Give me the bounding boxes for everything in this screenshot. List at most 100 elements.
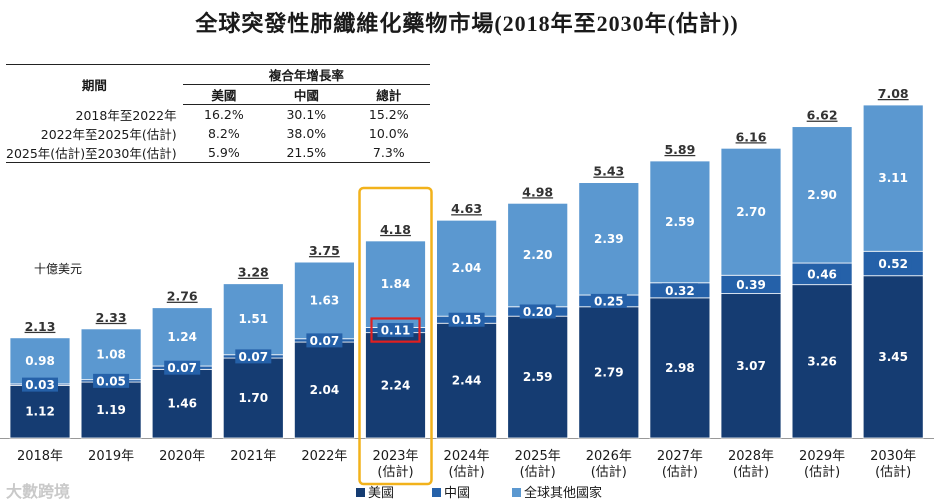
cagr-period: 2022年至2025年(估計): [40, 126, 177, 142]
col-header-us: 美國: [182, 84, 266, 105]
data-label-bg-china: [804, 266, 841, 281]
data-label-us: 1.70: [238, 391, 268, 405]
x-tick-label: 2025年: [515, 449, 561, 464]
cagr-table: 期間 複合年增長率 美國 中國 總計 2018年至2022年 16.2% 30.…: [6, 64, 430, 163]
data-label-total: 2.76: [167, 289, 198, 304]
x-tick-sublabel: (估計): [520, 464, 556, 480]
period-header: 期間: [6, 64, 183, 105]
data-label-china: 0.25: [594, 294, 624, 308]
x-tick-sublabel: (估計): [804, 464, 840, 480]
col-header-china: 中國: [265, 84, 348, 105]
cagr-period: 2025年(估計)至2030年(估計): [6, 142, 183, 163]
bar-segment: [578, 182, 640, 296]
data-label-bg-china: [661, 283, 698, 298]
x-tick-label: 2024年: [444, 449, 490, 464]
chart-title: 全球突發性肺纖維化藥物市場(2018年至2030年(估計)): [195, 11, 739, 36]
x-tick-label: 2026年: [586, 449, 632, 464]
data-label-us: 3.45: [878, 350, 908, 364]
data-label-rest-of-world: 0.98: [25, 354, 55, 368]
cagr-value-total: 15.2%: [368, 106, 409, 122]
legend-item-rest-of-world: 全球其他國家: [512, 482, 602, 501]
data-label-china: 0.11: [381, 324, 411, 338]
y-axis-unit-label: 十億美元: [34, 262, 83, 276]
data-label-bg-china: [93, 373, 130, 388]
data-label-bg-china: [733, 277, 769, 292]
highlight-box: [358, 186, 433, 486]
bar-segment: [151, 307, 213, 367]
legend-label-china: 中國: [444, 486, 471, 501]
x-tick-label: 2022年: [301, 449, 347, 464]
cagr-row: 2018年至2022年 16.2% 30.1% 15.2%: [6, 105, 430, 124]
cagr-row: 2025年(估計)至2030年(估計) 5.9% 21.5% 7.3%: [6, 142, 430, 163]
data-label-rest-of-world: 1.08: [96, 347, 126, 361]
data-label-rest-of-world: 1.84: [381, 277, 411, 291]
data-label-rest-of-world: 2.04: [452, 261, 482, 275]
x-tick-label: 2021年: [230, 449, 276, 464]
data-label-total: 4.18: [380, 222, 411, 237]
highlight-china-segment: [370, 317, 421, 343]
legend-label-us: 美國: [368, 486, 395, 501]
data-label-china: 0.07: [167, 361, 197, 375]
x-tick-label: 2029年: [799, 449, 845, 464]
legend-swatch-rest-of-world: [512, 488, 521, 497]
bar-segment: [436, 322, 498, 439]
data-label-china: 0.07: [238, 350, 268, 364]
data-label-rest-of-world: 2.39: [594, 232, 624, 246]
x-tick-label: 2028年: [728, 449, 774, 464]
data-label-us: 2.79: [594, 365, 624, 379]
x-tick-sublabel: (估計): [875, 464, 911, 480]
data-label-china: 0.46: [807, 267, 837, 281]
data-label-china: 0.20: [523, 305, 553, 319]
bar-segment: [649, 160, 711, 284]
col-header-total: 總計: [347, 84, 430, 105]
data-label-bg-china: [306, 333, 343, 348]
data-label-total: 2.13: [25, 319, 56, 334]
bar-segment: [791, 126, 853, 264]
x-tick-label: 2019年: [88, 449, 134, 464]
legend-swatch-china: [432, 488, 441, 497]
cagr-value-total: 7.3%: [347, 142, 430, 163]
data-label-china: 0.07: [310, 334, 340, 348]
legend-item-us: 美國: [356, 482, 394, 501]
bar-segment: [365, 240, 426, 328]
cagr-period: 2018年至2022年: [75, 107, 177, 123]
bar-segment: [9, 384, 71, 439]
x-tick-label: 2023年: [372, 449, 418, 464]
data-label-us: 1.19: [96, 403, 126, 417]
data-label-china: 0.05: [96, 374, 126, 388]
data-label-total: 6.62: [807, 108, 838, 123]
data-label-rest-of-world: 1.63: [310, 293, 340, 307]
cagr-value-us: 16.2%: [204, 106, 244, 122]
data-label-rest-of-world: 2.20: [523, 248, 553, 262]
data-label-china: 0.03: [25, 378, 55, 392]
data-label-china: 0.15: [452, 313, 482, 327]
bar-segment: [507, 202, 569, 308]
x-tick-sublabel: (估計): [733, 464, 769, 480]
data-label-us: 2.44: [452, 374, 482, 388]
data-label-china: 0.39: [736, 278, 766, 292]
bar-segment: [9, 337, 71, 385]
data-label-bg-china: [590, 293, 627, 308]
data-label-bg-china: [235, 349, 272, 364]
data-label-total: 5.89: [664, 142, 695, 157]
bar-segment: [507, 315, 569, 439]
data-label-total: 5.43: [593, 164, 624, 179]
cagr-value-us: 8.2%: [207, 125, 240, 141]
x-tick-label: 2030年: [870, 449, 916, 464]
data-label-rest-of-world: 2.90: [807, 188, 837, 202]
data-label-bg-china: [448, 312, 485, 327]
data-label-total: 2.33: [96, 310, 127, 325]
data-label-us: 2.04: [310, 383, 340, 397]
data-label-us: 1.46: [167, 397, 197, 411]
cagr-value-china: 38.0%: [286, 125, 327, 141]
data-label-rest-of-world: 1.51: [238, 312, 268, 326]
cagr-value-china: 21.5%: [265, 142, 348, 163]
bar-segment: [720, 147, 782, 276]
bar-segment: [720, 293, 782, 439]
bar-segment: [791, 284, 853, 439]
x-tick-label: 2027年: [657, 449, 703, 464]
legend-label-rest-of-world: 全球其他國家: [524, 486, 603, 501]
data-label-rest-of-world: 3.11: [878, 171, 908, 185]
legend-item-china: 中國: [432, 482, 470, 501]
